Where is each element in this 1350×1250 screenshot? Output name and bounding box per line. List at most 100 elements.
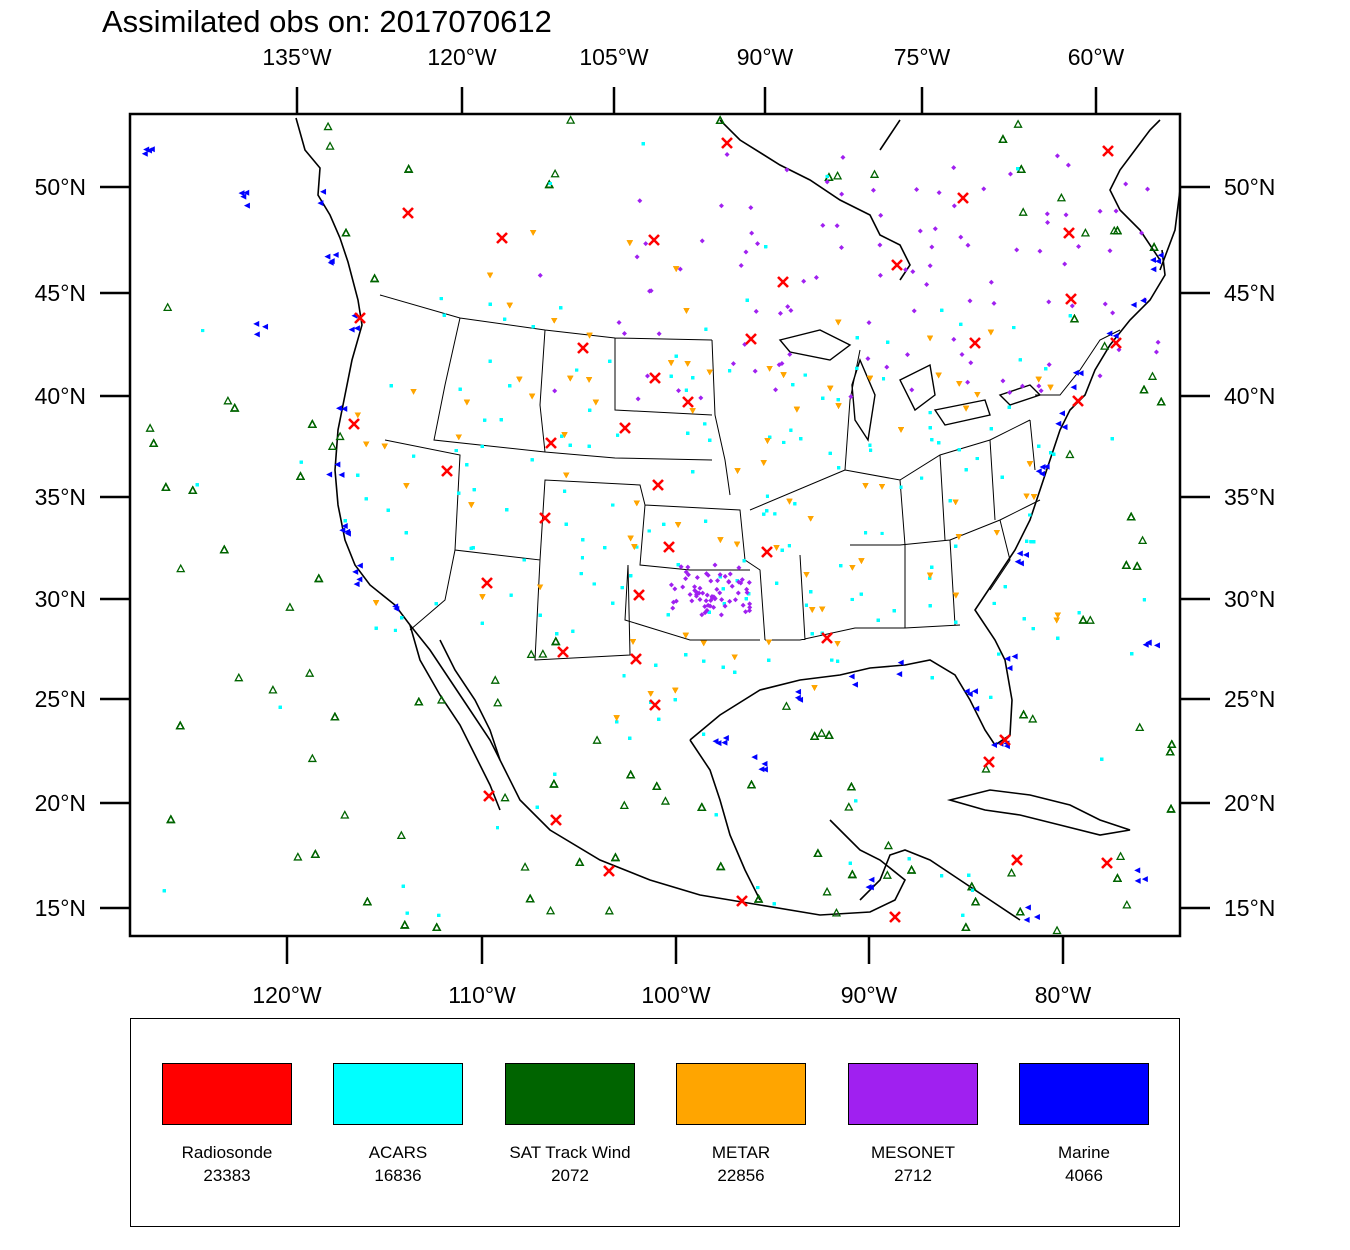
metar-marker	[993, 530, 1000, 536]
acars-marker	[390, 557, 394, 561]
acars-marker	[989, 427, 993, 431]
mesonet-marker	[1065, 162, 1071, 168]
mesonet-marker	[743, 609, 749, 615]
marine-marker	[240, 193, 247, 200]
acars-marker	[876, 618, 880, 622]
acars-marker	[1032, 540, 1036, 544]
bottom-axis-label: 90°W	[840, 982, 898, 1008]
metar-marker	[682, 632, 689, 639]
metar-marker	[1026, 461, 1033, 467]
sat-track-wind-marker	[1018, 207, 1028, 216]
acars-marker	[374, 626, 378, 630]
acars-marker	[684, 388, 688, 392]
mesonet-marker	[697, 596, 703, 602]
metar-marker	[963, 405, 970, 412]
metar-marker	[586, 332, 593, 339]
acars-marker	[868, 443, 872, 447]
acars-marker	[691, 470, 695, 474]
marine-marker	[1106, 330, 1113, 337]
acars-marker	[764, 245, 768, 249]
sat-track-wind-marker	[330, 711, 340, 721]
sat-track-wind-marker	[520, 862, 530, 871]
acars-marker	[782, 440, 786, 444]
metar-marker	[734, 541, 741, 548]
marine-marker	[1130, 301, 1137, 308]
mesonet-marker	[1036, 383, 1042, 389]
acars-marker	[647, 529, 651, 533]
marine-marker	[348, 326, 355, 333]
marine-marker	[352, 568, 359, 575]
metar-marker	[631, 544, 638, 550]
metar-marker	[764, 438, 771, 444]
metar-marker	[530, 230, 537, 236]
acars-marker	[404, 531, 408, 535]
sat-track-wind-swatch	[505, 1063, 635, 1125]
sat-track-wind-marker	[362, 896, 372, 906]
mesonet-marker	[924, 281, 930, 287]
mesonet-marker	[958, 234, 964, 240]
acars-marker	[768, 435, 772, 439]
acars-marker	[791, 383, 795, 387]
marine-marker	[1134, 867, 1141, 874]
sat-track-wind-marker	[325, 141, 335, 150]
metar-marker	[683, 308, 690, 314]
mesonet-marker	[552, 388, 558, 394]
metar-marker	[866, 375, 873, 382]
sat-track-wind-marker	[883, 840, 894, 850]
sat-track-wind-marker	[1018, 709, 1029, 719]
mesonet-marker	[645, 373, 651, 379]
legend-item-acars: ACARS 16836	[333, 1063, 463, 1185]
left-axis-label: 50°N	[34, 174, 86, 200]
marine-marker	[971, 688, 978, 695]
acars-marker	[707, 610, 711, 614]
marine-marker	[334, 461, 341, 468]
sat-track-wind-marker	[1115, 851, 1126, 860]
metar-marker	[834, 640, 841, 647]
marine-marker	[1140, 297, 1147, 304]
legend-name: Marine	[1058, 1143, 1110, 1162]
acars-marker	[1003, 585, 1007, 589]
metar-marker	[835, 403, 842, 409]
mesonet-marker	[914, 187, 920, 193]
acars-marker	[592, 582, 596, 586]
marine-marker	[1150, 257, 1157, 264]
acars-marker	[587, 444, 591, 448]
acars-marker	[1012, 326, 1016, 330]
acars-marker	[483, 418, 487, 422]
acars-marker	[989, 695, 993, 699]
mesonet-marker	[1037, 248, 1043, 254]
mesonet-marker	[910, 269, 916, 275]
acars-marker	[488, 302, 492, 306]
metar-marker	[410, 389, 417, 395]
acars-marker	[393, 628, 397, 632]
acars-marker	[920, 476, 924, 480]
acars-marker	[733, 670, 737, 674]
marine-marker	[758, 766, 765, 773]
mesonet-marker	[702, 604, 708, 610]
mesonet-marker	[965, 379, 971, 385]
radiosonde-marker	[777, 276, 789, 288]
acars-marker	[641, 142, 645, 146]
legend-item-metar: METAR 22856	[676, 1063, 806, 1185]
axis-ticks	[100, 87, 1210, 964]
acars-marker	[837, 466, 841, 470]
metar-marker	[827, 385, 834, 392]
legend-item-radiosonde: Radiosonde 23383	[162, 1063, 292, 1185]
marine-marker	[243, 189, 250, 196]
metar-marker	[381, 443, 388, 450]
metar-marker	[780, 372, 787, 378]
mesonet-marker	[749, 230, 755, 236]
acars-marker	[480, 621, 484, 625]
radiosonde-marker	[481, 577, 493, 589]
marine-marker	[751, 754, 758, 761]
sat-track-wind-marker	[307, 419, 317, 428]
metar-marker	[879, 484, 886, 490]
sat-track-wind-marker	[844, 802, 854, 811]
acars-marker	[787, 544, 791, 548]
sat-track-wind-marker	[188, 485, 198, 494]
mesonet-marker	[1102, 301, 1108, 307]
acars-marker	[839, 564, 843, 568]
acars-marker	[686, 431, 690, 435]
sat-track-wind-marker	[981, 764, 991, 773]
acars-marker	[848, 861, 852, 865]
